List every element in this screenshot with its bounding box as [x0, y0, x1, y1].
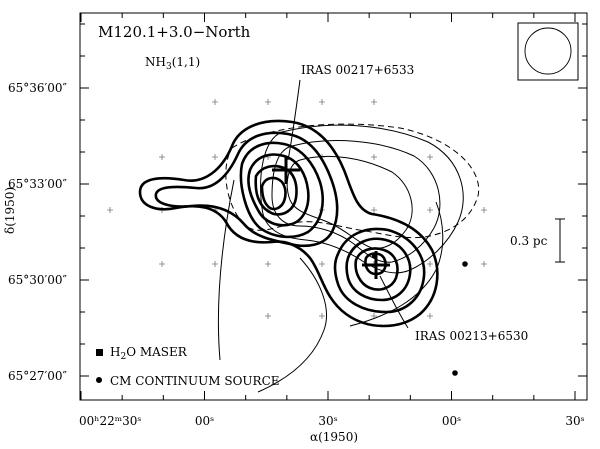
scale-bar-label: 0.3 pc	[510, 234, 548, 248]
continuum-dot-2	[452, 370, 458, 376]
grid-plus	[159, 261, 165, 267]
grid-plus	[371, 154, 377, 160]
y-tick-label: 65°36′00″	[8, 81, 68, 95]
grid-plus	[481, 207, 487, 213]
iras-cross-north	[272, 156, 300, 184]
grid-plus	[371, 99, 377, 105]
x-tick-label: 00ʰ22ᵐ30ˢ	[79, 414, 141, 428]
dashed-contour	[225, 123, 480, 239]
line-label: NH3(1,1)	[145, 55, 200, 72]
iras-label-south: IRAS 00213+6530	[415, 329, 528, 343]
nh3-contours	[138, 119, 439, 328]
nh3-contour-south-2	[345, 237, 412, 302]
grid-plus	[159, 154, 165, 160]
scale-bar: 0.3 pc	[510, 218, 565, 263]
y-tick-label: 65°30′00″	[8, 273, 68, 287]
grid-plus	[427, 154, 433, 160]
grid-plus	[427, 313, 433, 319]
grid-plus	[212, 154, 218, 160]
grid-plus	[319, 99, 325, 105]
beam-circle	[524, 27, 572, 75]
grid-plus	[265, 313, 271, 319]
pointer-south	[379, 275, 409, 329]
plot-frame	[79, 12, 588, 401]
grid-plus	[319, 261, 325, 267]
iras-markers	[272, 156, 390, 279]
x-axis-label: α(1950)	[310, 430, 358, 444]
nh3-contour-south-1	[333, 227, 426, 314]
continuum-dot-1	[462, 261, 468, 267]
legend: H2O MASER CM CONTINUUM SOURCE	[96, 345, 280, 388]
x-tick-label: 30ˢ	[318, 414, 337, 428]
y-tick-label: 65°33′00″	[8, 177, 68, 191]
nh3-contour-3	[239, 141, 324, 239]
pointer-north	[287, 79, 301, 161]
x-tick-label: 00ˢ	[442, 414, 461, 428]
nh3-contour-4	[247, 153, 310, 227]
chart-title: M120.1+3.0−North	[98, 23, 251, 41]
legend-continuum-symbol	[96, 377, 102, 383]
nh3-contour-south-3	[354, 247, 399, 291]
grid-plus	[265, 99, 271, 105]
y-axis-label: δ(1950)	[3, 187, 17, 234]
thin-contour-2	[271, 140, 441, 263]
x-tick-label: 30ˢ	[565, 414, 584, 428]
thin-arc-bottom	[257, 257, 327, 393]
nh3-contour-peak-north	[260, 176, 287, 211]
nh3-contour-outer	[138, 119, 439, 328]
axis-ticks	[80, 13, 587, 400]
grid-plus	[319, 313, 325, 319]
thin-contour-1	[260, 124, 464, 274]
y-tick-labels: 65°36′00″ 65°33′00″ 65°30′00″ 65°27′00″	[8, 81, 68, 383]
h2o-maser-marker	[372, 253, 377, 258]
grid-plus	[107, 207, 113, 213]
grid-plus	[371, 207, 377, 213]
grid-plus	[212, 261, 218, 267]
grid-plus	[265, 261, 271, 267]
grid-plus	[481, 261, 487, 267]
legend-continuum-label: CM CONTINUUM SOURCE	[110, 374, 280, 388]
x-tick-labels: 00ʰ22ᵐ30ˢ 00ˢ 30ˢ 00ˢ 30ˢ	[79, 414, 585, 428]
iras-label-north: IRAS 00217+6533	[301, 63, 414, 77]
label-pointers	[287, 79, 409, 329]
beam-box	[517, 22, 579, 81]
grid-plus	[427, 207, 433, 213]
grid-plus	[427, 261, 433, 267]
thin-contour-3	[286, 155, 413, 249]
x-tick-label: 00ˢ	[195, 414, 214, 428]
grid-plus	[212, 99, 218, 105]
nh3-contour-5	[254, 164, 298, 216]
y-tick-label: 65°27′00″	[8, 369, 68, 383]
thin-arc-left	[217, 179, 235, 361]
continuum-sources	[452, 261, 468, 376]
legend-maser-label: H2O MASER	[110, 345, 188, 362]
legend-maser-symbol	[96, 349, 103, 356]
nh3-contour-2	[154, 131, 339, 248]
